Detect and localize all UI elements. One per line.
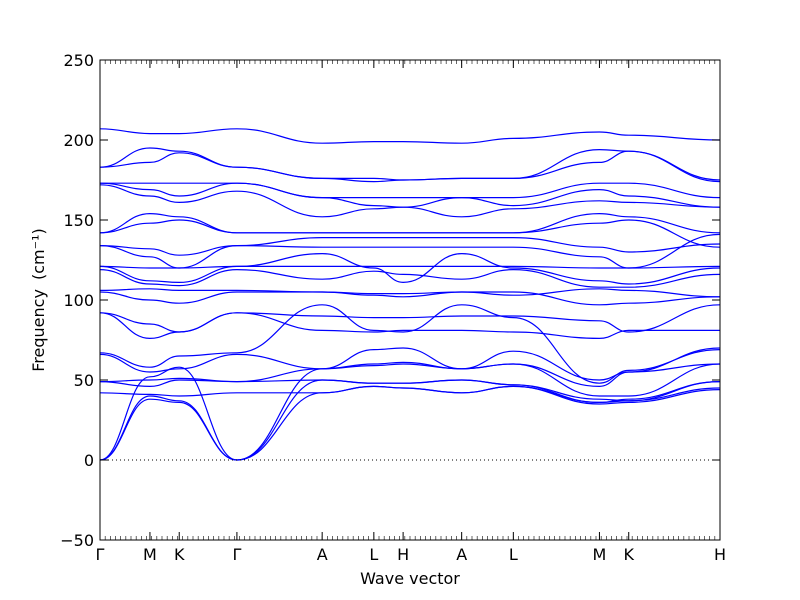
band-lines bbox=[99, 128, 721, 461]
x-tick-label: A bbox=[317, 545, 328, 564]
y-axis-title: Frequency (cm⁻¹) bbox=[29, 228, 48, 371]
band-line-8 bbox=[99, 219, 721, 248]
x-tick-label: Γ bbox=[96, 545, 105, 564]
y-tick-label: 150 bbox=[63, 211, 94, 230]
x-tick-label: M bbox=[143, 545, 157, 564]
x-tick-label: Γ bbox=[232, 545, 241, 564]
x-tick-label: L bbox=[509, 545, 518, 564]
x-tick-label: K bbox=[623, 545, 634, 564]
band-line-16 bbox=[99, 304, 721, 333]
band-line-13 bbox=[99, 268, 721, 288]
x-tick-label: H bbox=[714, 545, 726, 564]
band-line-11 bbox=[99, 265, 721, 269]
band-line-24 bbox=[99, 379, 721, 461]
x-tick-label: M bbox=[593, 545, 607, 564]
minor-ticks bbox=[99, 60, 721, 540]
band-line-19 bbox=[99, 347, 721, 381]
band-line-22 bbox=[99, 385, 721, 404]
x-axis-title: Wave vector bbox=[360, 569, 460, 588]
band-line-3 bbox=[99, 150, 721, 183]
plot-frame bbox=[99, 59, 721, 541]
band-line-5 bbox=[99, 182, 721, 208]
band-line-18 bbox=[99, 304, 721, 384]
band-line-9 bbox=[99, 236, 721, 256]
band-line-23 bbox=[99, 385, 721, 461]
band-line-10 bbox=[99, 233, 721, 269]
y-tick-label: 50 bbox=[74, 371, 94, 390]
band-line-2 bbox=[99, 147, 721, 181]
band-line-25 bbox=[99, 363, 721, 461]
band-line-20 bbox=[99, 361, 721, 397]
band-line-15 bbox=[99, 291, 721, 306]
y-tick-label: 0 bbox=[84, 451, 94, 470]
band-line-6 bbox=[99, 184, 721, 218]
band-line-7 bbox=[99, 212, 721, 234]
y-tick-label: 100 bbox=[63, 291, 94, 310]
y-tick-label: 250 bbox=[63, 51, 94, 70]
y-axis-title-text: Frequency bbox=[29, 289, 48, 372]
x-tick-label: L bbox=[369, 545, 378, 564]
y-tick-label: −50 bbox=[60, 531, 94, 550]
y-tick-label: 200 bbox=[63, 131, 94, 150]
band-line-1 bbox=[99, 128, 721, 144]
major-ticks bbox=[99, 59, 721, 541]
y-axis-title-unit: (cm⁻¹) bbox=[29, 228, 48, 280]
x-tick-label: K bbox=[174, 545, 185, 564]
band-line-14 bbox=[99, 288, 721, 298]
y-tick-labels: −50 0 50 100 150 200 250 bbox=[60, 51, 94, 550]
x-tick-label: A bbox=[456, 545, 467, 564]
x-tick-label: H bbox=[397, 545, 409, 564]
band-line-12 bbox=[99, 252, 721, 285]
band-line-17 bbox=[99, 312, 720, 340]
band-line-4 bbox=[100, 182, 721, 199]
